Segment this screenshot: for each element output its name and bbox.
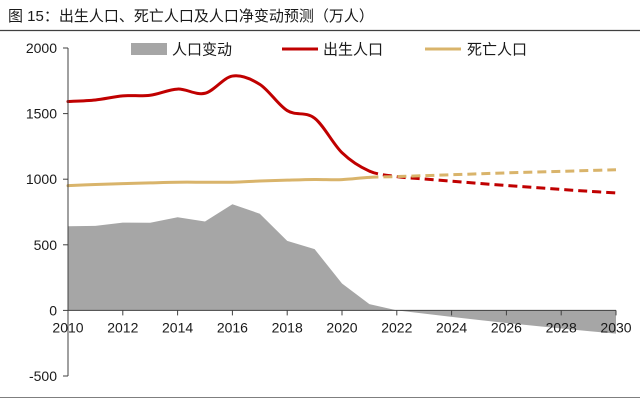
x-tick-label: 2016 [217, 319, 248, 335]
x-tick-label: 2022 [381, 319, 412, 335]
legend-item-deaths: 死亡人口 [425, 42, 527, 59]
x-tick-label: 2024 [436, 319, 467, 335]
legend-swatch-net-change [131, 43, 167, 55]
x-tick-label: 2018 [272, 319, 303, 335]
series-deaths-line-dashed [369, 168, 617, 179]
chart-title: 图 15：出生人口、死亡人口及人口净变动预测（万人） [8, 8, 374, 25]
y-tick-label: 2000 [26, 40, 57, 56]
legend: 人口变动 出生人口 死亡人口 [131, 42, 527, 59]
series-births-line-solid [66, 74, 371, 173]
line-layer [66, 74, 617, 195]
plot-area: -500 0 500 1000 1500 2000 2010 2012 2014 2016 2018… [26, 40, 632, 384]
x-tick-label: 2030 [600, 319, 631, 335]
series-net-change-area [68, 204, 616, 334]
area-layer [68, 204, 616, 334]
legend-item-net-change: 人口变动 [131, 42, 232, 59]
legend-item-births: 出生人口 [282, 42, 383, 59]
x-tick-label: 2020 [326, 319, 357, 335]
x-tick-label: 2026 [491, 319, 522, 335]
legend-label-deaths: 死亡人口 [467, 42, 527, 59]
y-tick-label: 500 [34, 237, 58, 253]
axis-layer: -500 0 500 1000 1500 2000 2010 2012 2014 2016 2018… [26, 40, 632, 384]
y-tick-label: -500 [29, 368, 57, 384]
x-tick-label: 2012 [107, 319, 138, 335]
x-tick-label: 2010 [52, 319, 83, 335]
y-tick-label: 1000 [26, 171, 57, 187]
legend-label-net-change: 人口变动 [172, 42, 232, 59]
y-tick-label: 0 [49, 302, 57, 318]
series-births-line-dashed [368, 169, 617, 195]
legend-label-births: 出生人口 [323, 42, 383, 59]
x-tick-label: 2028 [546, 319, 577, 335]
x-tick-label: 2014 [162, 319, 193, 335]
series-deaths-line-solid [66, 175, 371, 188]
y-tick-label: 1500 [26, 106, 57, 122]
